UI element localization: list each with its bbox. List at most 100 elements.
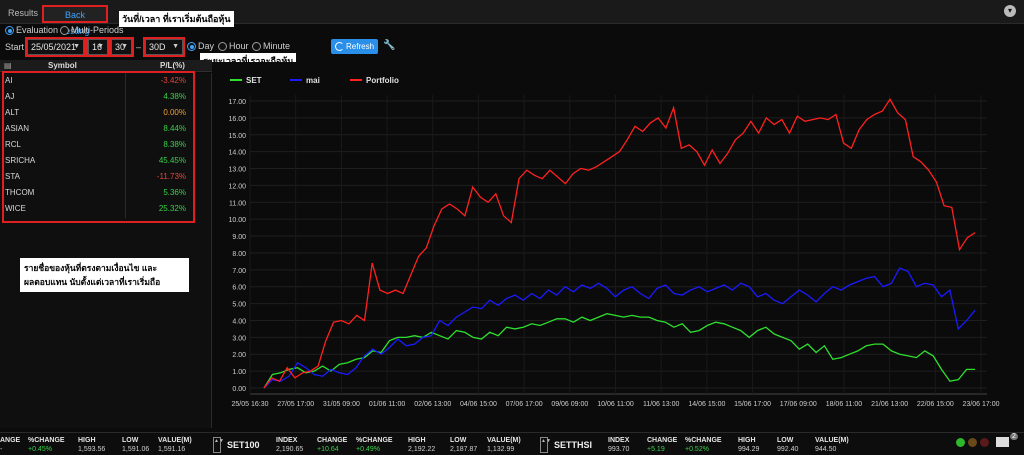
ticker-header: CHANGE (647, 437, 678, 444)
collapse-icon[interactable]: ▾ (1004, 5, 1016, 17)
table-highlight (2, 71, 195, 223)
status-green-icon (956, 438, 965, 447)
start-date-value: 25/05/2021 (31, 42, 77, 52)
chevron-down-icon: ▼ (121, 43, 128, 50)
ticker-value: - (0, 446, 3, 453)
refresh-label: Refresh (346, 42, 375, 51)
y-tick-label: 6.00 (232, 285, 246, 292)
row-pl: 45.45% (158, 156, 186, 165)
table-row[interactable]: SRICHA 45.45% (0, 153, 212, 169)
export-icon[interactable]: ▤ (4, 61, 12, 70)
setthsi-stepper[interactable]: ▲▼ (540, 437, 551, 453)
status-red-icon (980, 438, 989, 447)
column-pl[interactable]: P/L(%) (160, 61, 185, 70)
set100-stepper[interactable]: ▲▼ (213, 437, 224, 453)
ticker-value: 993.70 (608, 446, 630, 453)
ticker-value: 1,591.06 (122, 446, 150, 453)
period-select[interactable]: 30D ▼ (143, 37, 185, 57)
unit-hour-radio[interactable] (218, 42, 227, 51)
x-tick-label: 31/05 09:00 (323, 401, 360, 408)
unit-day-label: Day (198, 41, 215, 51)
y-tick-label: 1.00 (232, 369, 246, 376)
table-row[interactable]: AJ 4.38% (0, 89, 212, 105)
row-symbol: ASIAN (5, 124, 30, 133)
table-row[interactable]: STA -11.73% (0, 169, 212, 185)
y-tick-label: 7.00 (232, 268, 246, 275)
mail-icon[interactable] (996, 437, 1009, 447)
ticker-header: HIGH (738, 437, 756, 444)
x-tick-label: 25/05 16:30 (232, 401, 269, 408)
hour-select[interactable]: 16 ▼ (86, 37, 110, 57)
row-pl: -11.73% (156, 172, 186, 181)
x-tick-label: 21/06 13:00 (871, 401, 908, 408)
unit-minute-radio[interactable] (252, 42, 261, 51)
ticker-value: +0.52% (685, 446, 709, 453)
row-pl: -3.42% (160, 76, 186, 85)
multi-periods-radio[interactable] (60, 26, 69, 35)
tab-results[interactable]: Results (8, 8, 39, 18)
tab-back-testing[interactable]: Back Testing (42, 5, 108, 36)
start-date-select[interactable]: 25/05/2021 ▼ (25, 37, 86, 57)
x-tick-label: 27/05 17:00 (277, 401, 314, 408)
ticker-header: HIGH (408, 437, 426, 444)
table-row[interactable]: THCOM 5.36% (0, 185, 212, 201)
setthsi-name: SETTHSI (554, 440, 593, 450)
row-symbol: AI (5, 76, 13, 85)
table-row[interactable]: ALT 0.00% (0, 105, 212, 121)
annotation-start-date: วันที่/เวลา ที่เราเริ่มต้นถือหุ้น (119, 11, 234, 27)
ticker-header: %CHANGE (28, 437, 65, 444)
row-symbol: AJ (5, 92, 15, 101)
row-symbol: STA (5, 172, 20, 181)
ticker-header: ANGE (0, 437, 21, 444)
note-line-2: ผลตอบแทน นับตั้งแต่เวลาที่เราเริ่มถือ (24, 277, 161, 287)
ticker-value: +0.45% (28, 446, 52, 453)
ticker-header: %CHANGE (685, 437, 722, 444)
y-tick-label: 11.00 (229, 200, 246, 207)
multi-periods-label: Multi-Periods (71, 25, 124, 35)
ticker-value: 994.29 (738, 446, 760, 453)
ticker-value: 992.40 (777, 446, 799, 453)
ticker-value: 1,132.99 (487, 446, 515, 453)
ticker-value: 1,593.56 (78, 446, 106, 453)
x-tick-label: 02/06 13:00 (414, 401, 451, 408)
y-tick-label: 4.00 (232, 318, 246, 325)
y-tick-label: 3.00 (232, 335, 246, 342)
unit-day-radio[interactable] (187, 42, 196, 51)
range-separator: – (136, 42, 142, 52)
y-tick-label: 10.00 (228, 217, 246, 224)
minute-select[interactable]: 30 ▼ (109, 37, 134, 57)
x-tick-label: 22/06 15:00 (917, 401, 954, 408)
y-tick-label: 2.00 (232, 352, 246, 359)
ticker-value: +0.49% (356, 446, 380, 453)
table-row[interactable]: ASIAN 8.44% (0, 121, 212, 137)
row-symbol: WICE (5, 204, 26, 213)
chart-svg: 0.00 1.00 2.00 3.00 4.00 5.00 6.00 7.00 8.00 9.00… (228, 76, 999, 408)
ticker-header: VALUE(M) (158, 437, 192, 444)
ticker-value: 944.50 (815, 446, 837, 453)
table-row[interactable]: RCL 8.38% (0, 137, 212, 153)
legend-label-portfolio: Portfolio (366, 76, 399, 85)
x-tick-label: 11/06 13:00 (643, 401, 680, 408)
table-row[interactable]: WICE 25.32% (0, 201, 212, 217)
column-symbol[interactable]: Symbol (48, 61, 77, 70)
status-amber-icon (968, 438, 977, 447)
y-tick-label: 5.00 (232, 302, 246, 309)
y-tick-label: 15.00 (228, 133, 246, 140)
wrench-icon[interactable]: 🔧 (383, 40, 396, 51)
chevron-down-icon: ▼ (97, 43, 104, 50)
series-line-portfolio (263, 98, 976, 389)
refresh-button[interactable]: Refresh (331, 39, 378, 54)
y-tick-label: 13.00 (228, 167, 246, 174)
evaluation-label: Evaluation (16, 25, 59, 35)
row-pl: 8.38% (163, 140, 186, 149)
ticker-value: 2,187.87 (450, 446, 478, 453)
evaluation-radio[interactable] (5, 26, 14, 35)
ticker-header: INDEX (608, 437, 630, 444)
set100-name: SET100 (227, 440, 260, 450)
legend-label-mai: mai (306, 76, 320, 85)
y-tick-label: 17.00 (228, 99, 246, 106)
y-tick-label: 0.00 (232, 386, 246, 393)
y-tick-label: 14.00 (228, 150, 246, 157)
table-row[interactable]: AI -3.42% (0, 73, 212, 89)
x-tick-label: 18/06 11:00 (826, 401, 863, 408)
